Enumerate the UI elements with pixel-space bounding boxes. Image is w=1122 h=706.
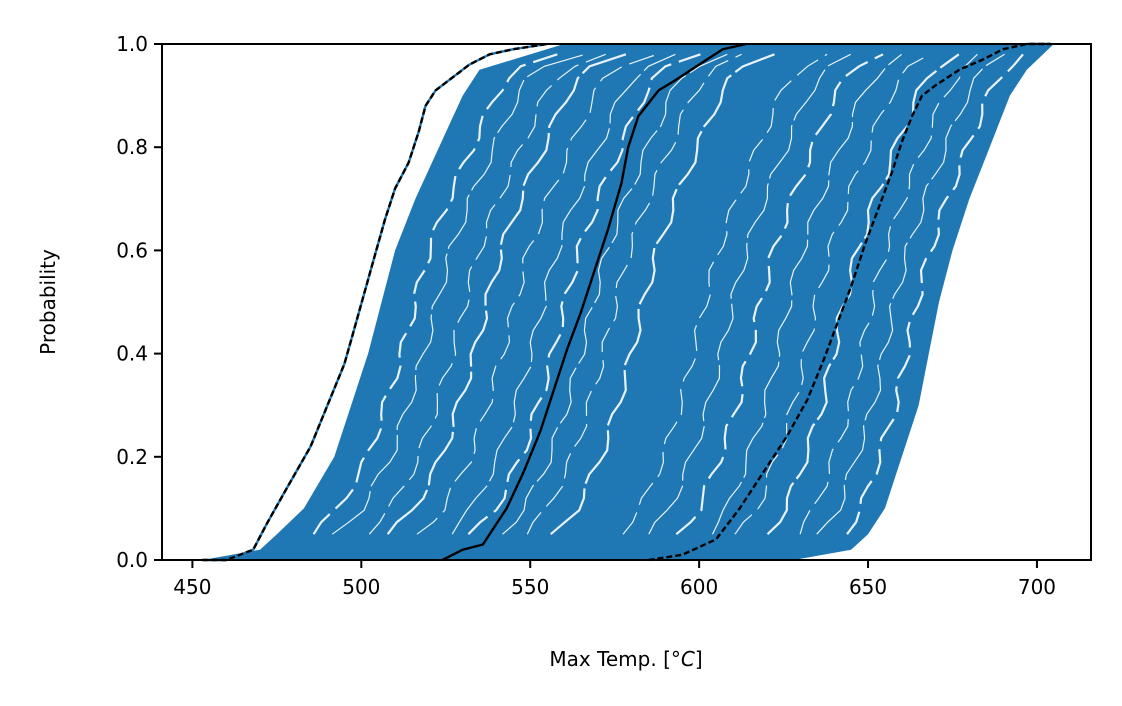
sample-gap-line: [386, 53, 627, 535]
y-tick-label: 0.6: [116, 238, 148, 262]
sample-gap-line: [502, 53, 728, 535]
sample-gap-line: [368, 53, 606, 535]
sample-gap-line: [526, 53, 742, 535]
sample-gap-line: [711, 53, 902, 535]
y-axis-label: Probability: [36, 249, 60, 355]
y-tick-label: 0.2: [116, 445, 148, 469]
sample-cdf-gaps: [312, 53, 1024, 536]
y-tick-label: 0.8: [116, 135, 148, 159]
x-axis-label: Max Temp. [°C]: [549, 647, 702, 671]
x-tick-label: 700: [1018, 575, 1056, 599]
sample-gap-line: [549, 53, 775, 536]
sample-cdf-band: [202, 44, 1054, 560]
y-axis: 0.0 0.2 0.4 0.6 0.8 1.0: [116, 32, 162, 572]
sample-band-fill: [202, 44, 1054, 560]
y-tick-label: 0.0: [116, 548, 148, 572]
plot-frame: [161, 43, 1092, 561]
x-tick-label: 600: [680, 575, 718, 599]
series-lines: [202, 42, 1051, 562]
sample-gap-line: [846, 53, 1024, 535]
sample-gap-line: [622, 53, 828, 535]
median-line: [441, 42, 747, 562]
sample-gap-line: [467, 53, 701, 535]
sample-gap-line: [416, 53, 658, 535]
y-tick-label: 1.0: [116, 32, 148, 56]
sample-gap-line: [816, 53, 1005, 535]
lower-bound-line: [202, 42, 548, 562]
sample-gap-line: [312, 53, 558, 535]
sample-gap-line: [451, 53, 676, 535]
sample-gap-line: [766, 53, 960, 535]
x-axis: 450 500 550 600 650 700: [173, 560, 1056, 599]
sample-gap-line: [799, 53, 978, 535]
sample-gap-line: [675, 53, 884, 536]
upper-bound-line: [648, 42, 1051, 562]
x-tick-label: 550: [511, 575, 549, 599]
sample-gap-line: [331, 53, 586, 535]
y-tick-label: 0.4: [116, 342, 148, 366]
x-tick-label: 500: [342, 575, 380, 599]
sample-gap-line: [648, 53, 851, 535]
x-tick-label: 650: [849, 575, 887, 599]
x-tick-label: 450: [173, 575, 211, 599]
